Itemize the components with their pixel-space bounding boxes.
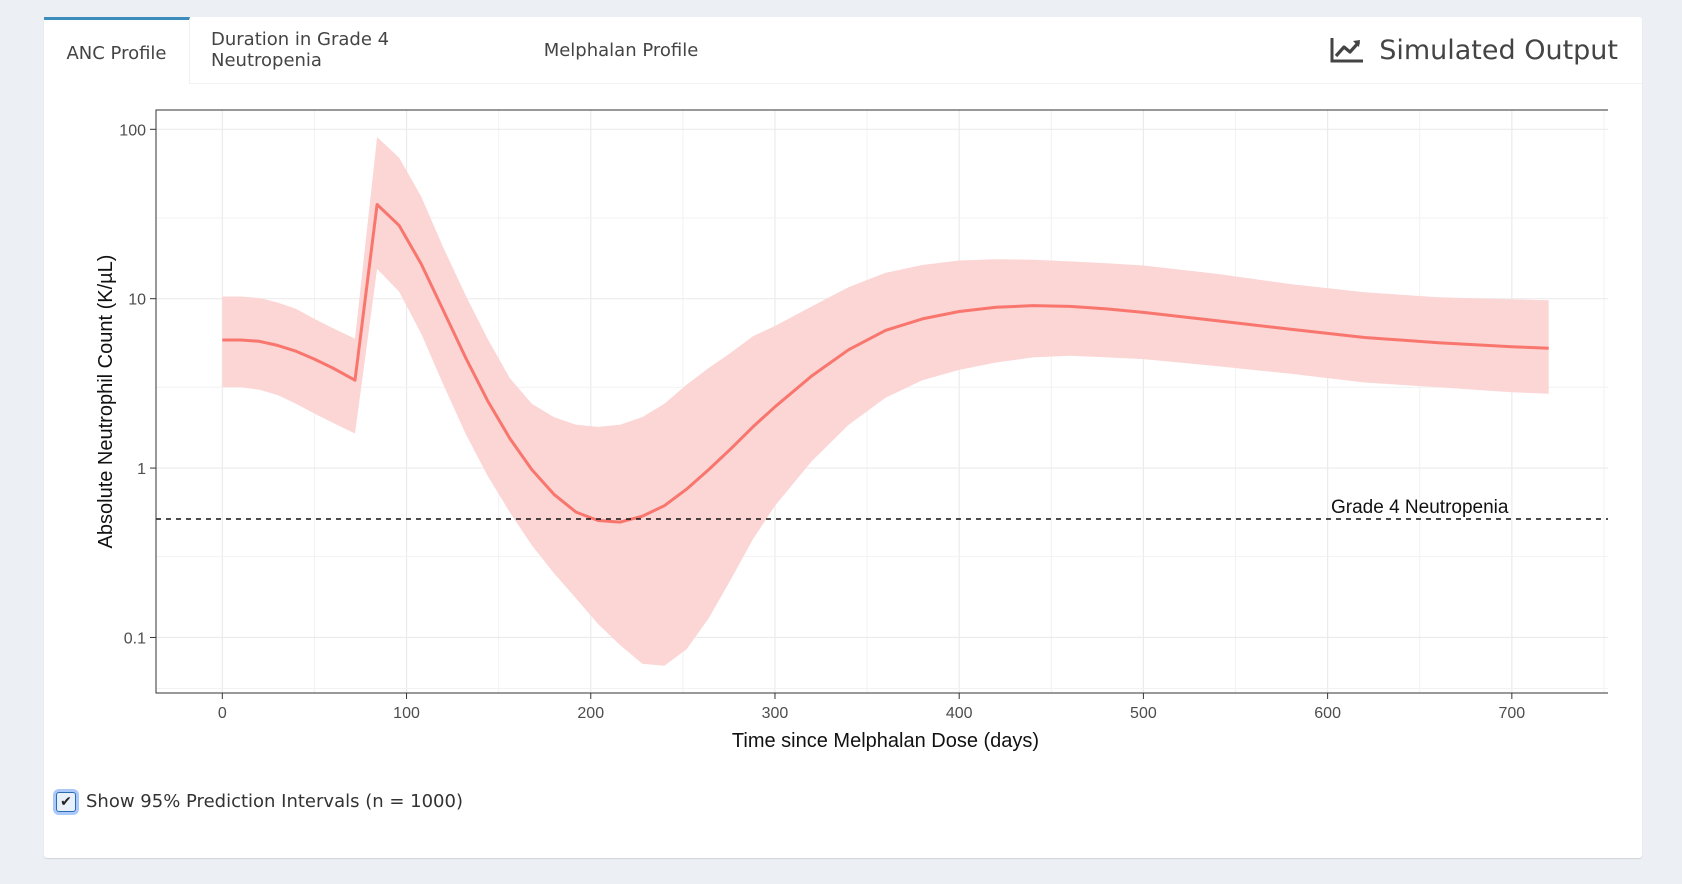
y-tick-label: 1: [137, 461, 146, 478]
prediction-interval-label: Show 95% Prediction Intervals (n = 1000): [86, 791, 463, 812]
tab-anc-profile[interactable]: ANC Profile: [44, 17, 190, 84]
output-box: ANC Profile Duration in Grade 4 Neutrope…: [44, 17, 1642, 858]
box-title-text: Simulated Output: [1379, 34, 1618, 66]
median-anc-line: [222, 203, 1549, 524]
x-tick-label: 600: [1314, 705, 1341, 722]
x-axis-title: Time since Melphalan Dose (days): [732, 730, 1039, 752]
y-tick-label: 0.1: [124, 630, 146, 647]
x-tick-label: 0: [218, 705, 227, 722]
x-tick-label: 300: [762, 705, 789, 722]
prediction-interval-ribbon: [222, 137, 1549, 666]
y-tick-label: 10: [128, 292, 146, 309]
line-chart-icon: [1330, 38, 1364, 63]
x-tick-label: 400: [946, 705, 973, 722]
y-axis-title: Absolute Neutrophil Count (K/µL): [95, 255, 117, 549]
prediction-interval-toggle[interactable]: ✔ Show 95% Prediction Intervals (n = 100…: [56, 791, 463, 812]
tab-duration-grade4[interactable]: Duration in Grade 4 Neutropenia: [211, 29, 390, 71]
x-tick-label: 100: [393, 705, 420, 722]
x-tick-label: 200: [577, 705, 604, 722]
grade4-threshold-label: Grade 4 Neutropenia: [1331, 497, 1509, 518]
anc-profile-chart: Grade 4 Neutropenia 0 100 200 300 400 500 600 70…: [95, 109, 1608, 752]
box-title: Simulated Output: [1329, 27, 1618, 73]
y-tick-label: 100: [119, 122, 146, 139]
x-tick-label: 500: [1130, 705, 1157, 722]
plot-border: [155, 109, 1608, 694]
x-tick-label: 700: [1498, 705, 1525, 722]
tab-bar: ANC Profile Duration in Grade 4 Neutrope…: [44, 17, 1642, 84]
tab-melphalan-profile[interactable]: Melphalan Profile: [543, 39, 699, 61]
prediction-interval-checkbox[interactable]: ✔: [56, 791, 76, 812]
